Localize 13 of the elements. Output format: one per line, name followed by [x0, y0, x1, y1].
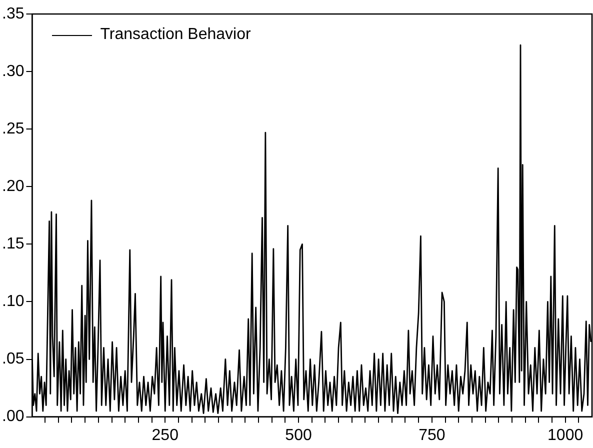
- x-tick-label: 500: [285, 426, 312, 444]
- y-tick-label: .10: [2, 293, 24, 310]
- y-tick-label: .15: [2, 236, 24, 253]
- y-tick-label: .30: [2, 62, 24, 80]
- y-tick-label: .35: [2, 5, 24, 22]
- x-tick-label: 1000: [548, 426, 584, 444]
- y-tick-label: .25: [2, 120, 24, 138]
- y-tick-label: .20: [2, 178, 24, 196]
- y-tick-label: .05: [2, 350, 24, 368]
- legend-label: Transaction Behavior: [100, 26, 251, 44]
- x-tick-label: 750: [418, 426, 446, 444]
- y-tick-label: .00: [2, 408, 24, 426]
- x-tick-label: 250: [152, 426, 179, 444]
